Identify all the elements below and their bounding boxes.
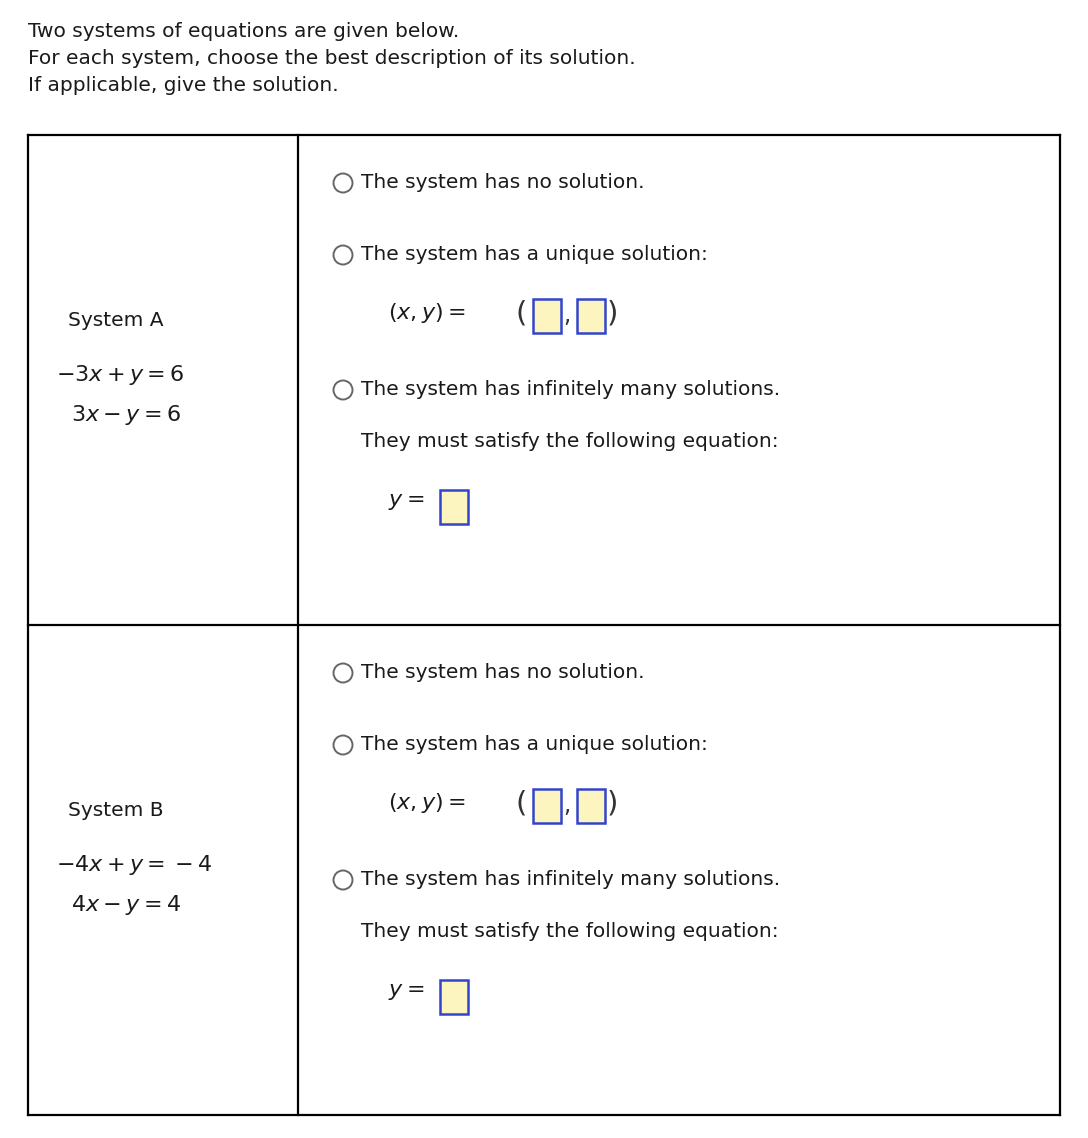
Text: $(x, y)=$: $(x, y)=$ bbox=[388, 300, 466, 325]
Text: $-3x+y=6$: $-3x+y=6$ bbox=[55, 363, 185, 387]
Text: The system has no solution.: The system has no solution. bbox=[361, 173, 644, 192]
Text: $(x, y)=$: $(x, y)=$ bbox=[388, 791, 466, 815]
Text: $y=$: $y=$ bbox=[388, 982, 424, 1001]
Text: For each system, choose the best description of its solution.: For each system, choose the best descrip… bbox=[28, 49, 635, 68]
Text: ,: , bbox=[562, 794, 570, 817]
Text: The system has infinitely many solutions.: The system has infinitely many solutions… bbox=[361, 380, 780, 399]
Text: (: ( bbox=[516, 789, 528, 817]
FancyBboxPatch shape bbox=[577, 299, 605, 333]
Text: The system has a unique solution:: The system has a unique solution: bbox=[361, 735, 708, 754]
Text: The system has no solution.: The system has no solution. bbox=[361, 663, 644, 682]
FancyBboxPatch shape bbox=[533, 299, 561, 333]
Text: The system has a unique solution:: The system has a unique solution: bbox=[361, 245, 708, 264]
Text: The system has infinitely many solutions.: The system has infinitely many solutions… bbox=[361, 869, 780, 889]
Text: If applicable, give the solution.: If applicable, give the solution. bbox=[28, 76, 338, 94]
Text: $-4x+y=-4$: $-4x+y=-4$ bbox=[55, 852, 212, 876]
FancyBboxPatch shape bbox=[440, 490, 468, 523]
FancyBboxPatch shape bbox=[533, 789, 561, 823]
Text: They must satisfy the following equation:: They must satisfy the following equation… bbox=[361, 922, 779, 941]
Text: They must satisfy the following equation:: They must satisfy the following equation… bbox=[361, 432, 779, 451]
Text: (: ( bbox=[516, 299, 528, 327]
Text: $4x-y=4$: $4x-y=4$ bbox=[71, 893, 181, 917]
Text: System A: System A bbox=[67, 311, 163, 330]
Text: System B: System B bbox=[67, 801, 163, 819]
Text: ): ) bbox=[607, 789, 618, 817]
Text: ): ) bbox=[607, 299, 618, 327]
FancyBboxPatch shape bbox=[577, 789, 605, 823]
Text: ,: , bbox=[562, 304, 570, 327]
FancyBboxPatch shape bbox=[440, 980, 468, 1014]
Text: Two systems of equations are given below.: Two systems of equations are given below… bbox=[28, 22, 459, 41]
Text: $y=$: $y=$ bbox=[388, 492, 424, 512]
Text: $3x-y=6$: $3x-y=6$ bbox=[71, 403, 181, 427]
